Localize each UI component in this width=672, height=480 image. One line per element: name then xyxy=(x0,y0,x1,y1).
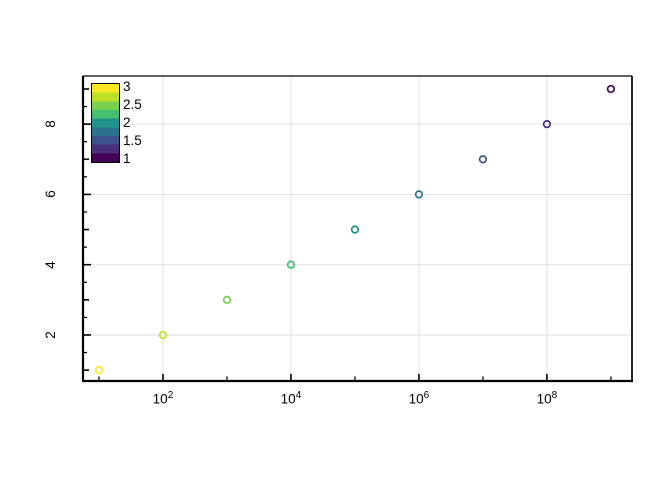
data-point xyxy=(94,365,104,375)
x-tick-label: 108 xyxy=(536,390,558,407)
y-tick-label: 4 xyxy=(43,260,58,269)
colorbar-tick-label: 2 xyxy=(123,115,131,130)
y-tick-label: 6 xyxy=(43,190,58,199)
colorbar-tick-label: 3 xyxy=(123,79,131,95)
colorbar-tick-label: 2.5 xyxy=(123,97,142,113)
colorbar-tick-label: 1.5 xyxy=(123,132,142,148)
data-point xyxy=(222,295,232,304)
colorbar-legend xyxy=(91,83,120,163)
x-tick-label: 106 xyxy=(408,390,430,407)
data-point xyxy=(414,190,424,199)
data-point xyxy=(542,119,552,129)
data-point xyxy=(478,155,488,164)
y-tick-label: 2 xyxy=(43,331,58,339)
x-tick-label: 102 xyxy=(152,390,174,407)
data-point xyxy=(286,260,296,269)
x-tick-label: 104 xyxy=(280,390,302,407)
y-tick-label: 8 xyxy=(43,120,58,128)
data-point xyxy=(350,225,360,234)
colorbar-tick-label: 1 xyxy=(123,150,131,166)
data-point xyxy=(606,84,616,94)
data-point xyxy=(158,330,168,340)
